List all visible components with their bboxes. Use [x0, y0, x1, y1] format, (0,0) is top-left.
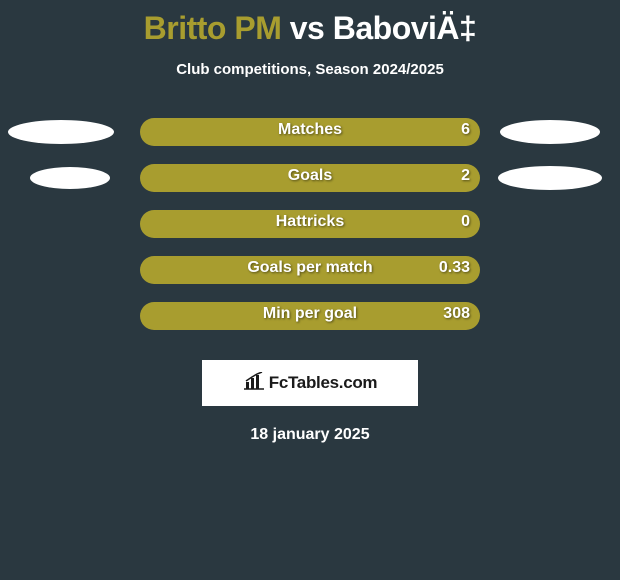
stat-label: Goals per match — [140, 259, 480, 277]
logo-box: FcTables.com — [202, 360, 418, 406]
stat-value: 6 — [461, 121, 470, 139]
left-ellipse — [8, 120, 114, 144]
stat-row: Matches 6 — [0, 118, 620, 164]
stat-value: 0.33 — [439, 259, 470, 277]
stat-label: Min per goal — [140, 305, 480, 323]
subtitle: Club competitions, Season 2024/2025 — [0, 61, 620, 78]
vs-text: vs — [290, 10, 325, 46]
player1-name: Britto PM — [144, 10, 282, 46]
right-ellipse — [498, 166, 602, 190]
stat-value: 2 — [461, 167, 470, 185]
stat-value: 308 — [443, 305, 470, 323]
left-ellipse — [30, 167, 110, 189]
stat-row: Goals per match 0.33 — [0, 256, 620, 302]
comparison-card: Britto PM vs BaboviÄ‡ Club competitions,… — [0, 0, 620, 444]
footer-date: 18 january 2025 — [0, 426, 620, 444]
stat-label: Goals — [140, 167, 480, 185]
bar-chart-icon — [243, 372, 265, 395]
stats-rows: Matches 6 Goals 2 Hattricks 0 Goals per … — [0, 118, 620, 348]
page-title: Britto PM vs BaboviÄ‡ — [0, 0, 620, 47]
right-ellipse — [500, 120, 600, 144]
stat-label: Hattricks — [140, 213, 480, 231]
logo-text: FcTables.com — [269, 373, 378, 393]
stat-value: 0 — [461, 213, 470, 231]
stat-row: Hattricks 0 — [0, 210, 620, 256]
stat-row: Goals 2 — [0, 164, 620, 210]
stat-row: Min per goal 308 — [0, 302, 620, 348]
player2-name: BaboviÄ‡ — [333, 10, 477, 46]
stat-label: Matches — [140, 121, 480, 139]
